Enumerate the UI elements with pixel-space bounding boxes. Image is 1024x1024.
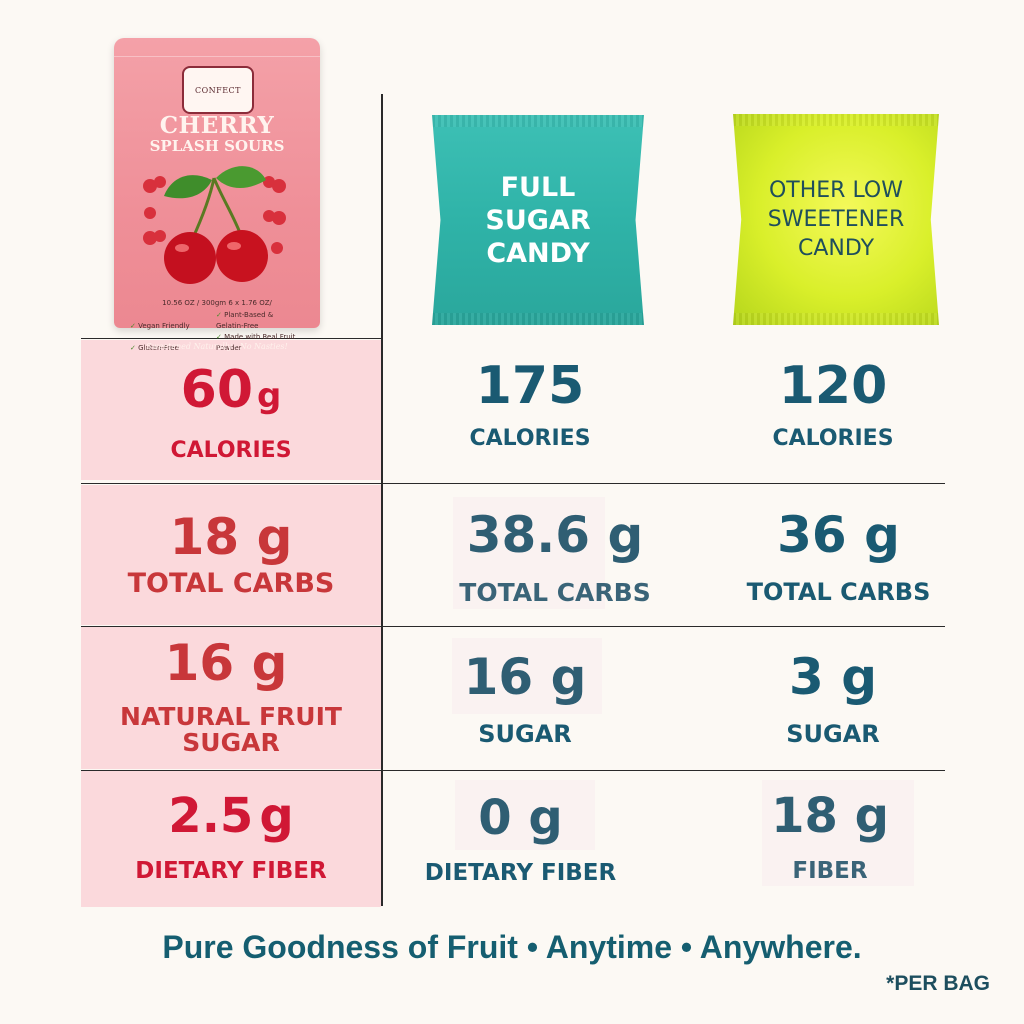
cherry-cell-bg-sugar (81, 627, 381, 769)
label: NATURAL FRUIT SUGAR (120, 702, 342, 757)
value: 18 (169, 508, 240, 566)
other-fiber: 18 g FIBER (730, 790, 930, 884)
value: 120 (778, 356, 888, 416)
value-highlight-full-sugar (452, 638, 602, 714)
value: 16 (463, 648, 534, 706)
unit: g (854, 788, 889, 844)
row-divider-4 (81, 770, 945, 771)
label: SUGAR (478, 720, 572, 748)
cherry-total-carbs: 18 g TOTAL CARBS (81, 510, 381, 599)
claim-text: Vegan Friendly (138, 322, 190, 330)
unit: g (259, 788, 294, 844)
unit: g (607, 506, 644, 564)
pouch-size-text: 10.56 OZ / 300gm 6 x 1.76 OZ/ (162, 299, 272, 307)
other-calories: 120 CALORIES (733, 358, 933, 451)
unit: g (251, 634, 288, 692)
value-highlight-full-fiber (455, 780, 595, 850)
label: CALORIES (469, 426, 591, 451)
brand-badge: CONFECT (182, 66, 254, 114)
column-divider (381, 94, 383, 906)
other-low-sweetener-candy-pack: OTHER LOW SWEETENER CANDY (733, 114, 939, 325)
full-sugar-sugar: 16 g SUGAR (420, 650, 630, 748)
full-sugar-candy-pack: FULL SUGAR CANDY (432, 115, 644, 325)
full-sugar-candy-label: FULL SUGAR CANDY (485, 171, 591, 269)
value-highlight-full-carbs (453, 497, 605, 609)
label: DIETARY FIBER (135, 858, 327, 884)
unit: g (841, 648, 877, 706)
label: CALORIES (772, 426, 894, 451)
cherry-illustration (143, 166, 286, 284)
per-bag-note: *PER BAG (886, 972, 990, 995)
value: 3 (788, 648, 824, 706)
cherry-splash-sours-pouch: CONFECT CHERRY SPLASH SOURS 10.56 OZ / 3… (114, 38, 320, 352)
value: 16 (164, 634, 235, 692)
label: FIBER (792, 858, 868, 884)
pouch-claims: ✓ Vegan Friendly✓ Plant-Based & Gelatin-… (130, 311, 296, 352)
row-divider-2 (81, 483, 945, 484)
value: 18 (771, 788, 838, 844)
cherry-natural-fruit-sugar: 16 g NATURAL FRUIT SUGAR (81, 636, 381, 756)
unit: g (864, 506, 900, 564)
value-highlight-other-fiber (762, 780, 914, 886)
label: TOTAL CARBS (459, 578, 651, 607)
value: 175 (475, 356, 585, 416)
value: 60 (180, 360, 254, 420)
cherry-cell-bg-fiber (81, 771, 381, 907)
value: 36 (777, 506, 847, 564)
other-sugar: 3 g SUGAR (733, 650, 933, 748)
full-sugar-calories: 175 CALORIES (430, 358, 630, 451)
other-low-sweetener-candy-label: OTHER LOW SWEETENER CANDY (767, 178, 905, 261)
cherry-cell-bg-calories (81, 340, 381, 480)
label: CALORIES (170, 438, 292, 463)
row-divider-1 (81, 338, 381, 339)
full-sugar-total-carbs: 38.6 g TOTAL CARBS (430, 508, 680, 607)
claim-text: Gluten-Free (138, 344, 179, 352)
full-sugar-dietary-fiber: 0 g DIETARY FIBER (418, 792, 623, 886)
claim-text: Plant-Based & Gelatin-Free (216, 311, 274, 330)
unit: g (528, 790, 563, 846)
slogan: Pure Goodness of Fruit • Anytime • Anywh… (162, 929, 862, 965)
row-divider-3 (81, 626, 945, 627)
label: TOTAL CARBS (746, 578, 931, 606)
cherry-calories: 60 g CALORIES (81, 362, 381, 463)
unit: g (550, 648, 587, 706)
label: TOTAL CARBS (127, 568, 335, 599)
value: 2.5 (168, 788, 254, 844)
value: 38.6 (466, 506, 591, 564)
value: 0 (478, 790, 512, 846)
unit: g (256, 508, 293, 566)
label: SUGAR (786, 720, 880, 748)
claim-text: Made with Real Fruit Powder (216, 333, 296, 352)
pouch-subtitle: SPLASH SOURS (149, 137, 285, 155)
pouch-tagline: Sweetened Naturally - No Nasties! (146, 342, 288, 351)
pouch-title: CHERRY (159, 112, 275, 139)
unit: g (257, 376, 282, 416)
label: DIETARY FIBER (424, 860, 617, 886)
other-total-carbs: 36 g TOTAL CARBS (736, 508, 941, 606)
cherry-dietary-fiber: 2.5 g DIETARY FIBER (81, 790, 381, 884)
cherry-cell-bg-carbs (81, 485, 381, 625)
